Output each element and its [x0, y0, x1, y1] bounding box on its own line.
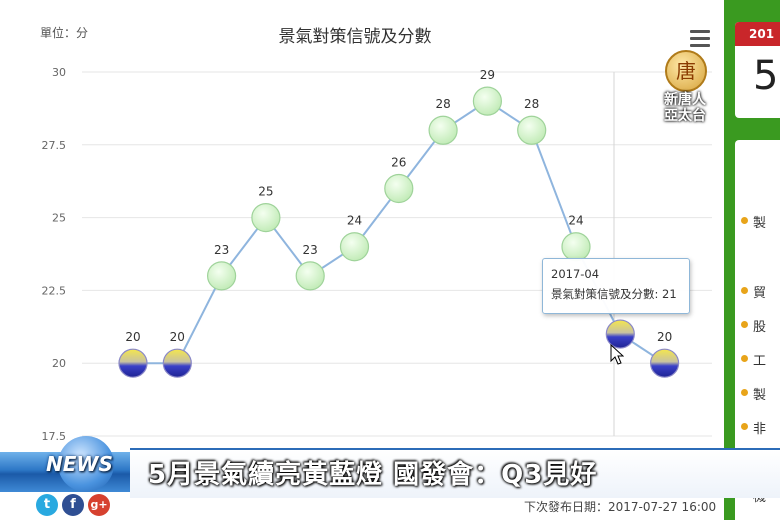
news-headline: 5月景氣續亮黃藍燈 國發會：Q3見好 [148, 460, 598, 490]
hamburger-menu-icon[interactable] [690, 30, 710, 48]
side-calendar-head: 201 [735, 22, 780, 46]
tooltip-value: 景氣對策信號及分數: 21 [551, 287, 677, 301]
news-logo: NEWS [36, 436, 126, 492]
data-label: 23 [303, 243, 318, 257]
data-point[interactable] [428, 115, 458, 145]
news-banner: 5月景氣續亮黃藍燈 國發會：Q3見好 NEWS t f g+ 下次發布日期：20… [0, 436, 780, 520]
unit-label: 單位：分 [40, 26, 89, 40]
data-point[interactable] [251, 203, 281, 233]
ntd-logo-text: 新唐人 亞太台 [664, 92, 706, 124]
side-item[interactable]: 非 [740, 418, 766, 437]
side-item[interactable]: 工 [740, 350, 766, 369]
side-calendar: 201 5 [735, 22, 780, 118]
side-item[interactable]: 製 [740, 384, 766, 403]
side-item[interactable]: 貿 [740, 282, 766, 301]
y-tick-label: 30 [52, 66, 66, 79]
y-tick-label: 17.5 [42, 430, 67, 440]
ntd-logo-emblem: 唐 [665, 50, 707, 92]
side-item[interactable]: 股 [740, 316, 766, 335]
y-tick-label: 25 [52, 212, 66, 225]
mouse-cursor-icon [610, 344, 624, 365]
data-label: 29 [480, 68, 495, 82]
tooltip-period: 2017-04 [551, 267, 600, 281]
data-label: 28 [524, 97, 539, 111]
data-point[interactable] [561, 232, 591, 262]
globe-icon [58, 436, 114, 492]
data-point[interactable] [295, 261, 325, 291]
data-point[interactable] [339, 232, 370, 262]
series-line [133, 99, 666, 365]
data-point[interactable] [384, 173, 414, 204]
news-logo-text: NEWS [46, 452, 113, 476]
data-label: 20 [170, 330, 185, 344]
data-label: 20 [125, 330, 140, 344]
chart-panel: 單位：分 景氣對策信號及分數 3027.52522.52017.516/0520… [40, 26, 715, 440]
data-point[interactable] [207, 261, 237, 291]
y-tick-label: 22.5 [42, 284, 67, 297]
google-plus-icon[interactable]: g+ [88, 494, 110, 516]
data-point[interactable] [517, 115, 547, 145]
y-tick-label: 20 [52, 357, 66, 370]
chart-title: 景氣對策信號及分數 [278, 27, 432, 47]
ntd-logo: 唐 新唐人 亞太台 [655, 50, 715, 140]
data-label: 26 [391, 155, 406, 169]
facebook-icon[interactable]: f [62, 494, 84, 516]
side-item[interactable]: 製 [740, 212, 766, 231]
data-point[interactable] [649, 348, 680, 378]
chart-tooltip: 2017-04 景氣對策信號及分數: 21 [542, 258, 690, 314]
data-label: 24 [568, 214, 583, 228]
data-label: 24 [347, 214, 362, 228]
data-label: 23 [214, 243, 229, 257]
data-label: 20 [657, 330, 672, 344]
data-label: 25 [258, 185, 273, 199]
data-point[interactable] [472, 86, 502, 116]
side-calendar-number: 5 [753, 53, 779, 99]
next-release-note: 下次發布日期：2017-07-27 16:00 [524, 500, 717, 514]
y-tick-label: 27.5 [42, 139, 67, 152]
data-point[interactable] [605, 319, 635, 349]
data-point[interactable] [162, 348, 192, 378]
data-point[interactable] [118, 348, 148, 378]
twitter-icon[interactable]: t [36, 494, 58, 516]
banner-backdrop [130, 448, 780, 498]
data-label: 28 [435, 97, 450, 111]
